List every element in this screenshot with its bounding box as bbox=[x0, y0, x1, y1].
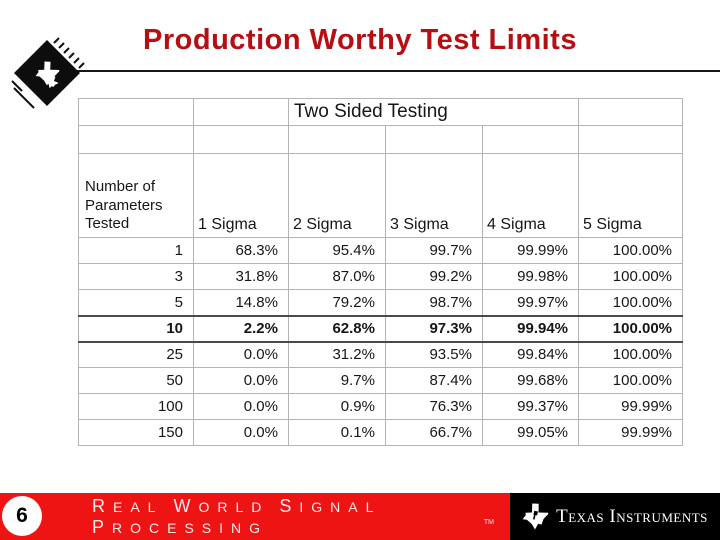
ti-logo-block: Texas Instruments bbox=[510, 493, 720, 540]
empty-cell bbox=[78, 125, 194, 154]
probability-cell: 100.00% bbox=[578, 341, 684, 368]
table-row-spacer bbox=[78, 125, 684, 154]
banner-text: REAL WORLD SIGNAL PROCESSING bbox=[92, 496, 492, 538]
probability-cell: 99.94% bbox=[481, 314, 580, 343]
empty-cell bbox=[78, 98, 194, 126]
table-row: 50 0.0% 9.7% 87.4% 99.68% 100.00% bbox=[78, 367, 684, 394]
empty-cell bbox=[481, 125, 580, 154]
test-limits-table: Two Sided Testing Number of Parameters T… bbox=[78, 98, 684, 446]
title-divider-line bbox=[55, 70, 720, 72]
probability-cell: 100.00% bbox=[578, 367, 684, 394]
probability-cell: 97.3% bbox=[385, 314, 483, 343]
table-row: 100 0.0% 0.9% 76.3% 99.37% 99.99% bbox=[78, 393, 684, 420]
empty-cell bbox=[578, 98, 684, 126]
probability-cell: 31.8% bbox=[193, 263, 289, 290]
probability-cell: 0.0% bbox=[193, 367, 289, 394]
probability-cell: 99.68% bbox=[481, 367, 580, 394]
probability-cell: 66.7% bbox=[385, 419, 483, 446]
probability-cell: 100.00% bbox=[578, 314, 684, 343]
probability-cell: 93.5% bbox=[385, 341, 483, 368]
sigma-header-3: 3 Sigma bbox=[385, 153, 483, 238]
banner-word: SIGNAL bbox=[279, 495, 382, 516]
table-row: 25 0.0% 31.2% 93.5% 99.84% 100.00% bbox=[78, 341, 684, 368]
table-row: 10 2.2% 62.8% 97.3% 99.94% 100.00% bbox=[78, 314, 684, 343]
sigma-header-1: 1 Sigma bbox=[193, 153, 289, 238]
empty-cell bbox=[385, 125, 483, 154]
probability-cell: 99.37% bbox=[481, 393, 580, 420]
probability-cell: 31.2% bbox=[288, 341, 386, 368]
probability-cell: 99.98% bbox=[481, 263, 580, 290]
sigma-header-5: 5 Sigma bbox=[578, 153, 684, 238]
probability-cell: 0.0% bbox=[193, 419, 289, 446]
probability-cell: 87.0% bbox=[288, 263, 386, 290]
table-row: 1 68.3% 95.4% 99.7% 99.99% 100.00% bbox=[78, 237, 684, 264]
table-row-column-headers: Number of Parameters Tested 1 Sigma 2 Si… bbox=[78, 153, 684, 238]
rwsp-banner: REAL WORLD SIGNAL PROCESSING TM bbox=[92, 493, 502, 540]
probability-cell: 0.0% bbox=[193, 341, 289, 368]
probability-cell: 100.00% bbox=[578, 263, 684, 290]
empty-cell bbox=[193, 98, 289, 126]
sigma-header-4: 4 Sigma bbox=[481, 153, 580, 238]
brand-wordmark: Texas Instruments bbox=[556, 505, 708, 527]
probability-cell: 99.2% bbox=[385, 263, 483, 290]
table-row: 5 14.8% 79.2% 98.7% 99.97% 100.00% bbox=[78, 289, 684, 316]
texas-instruments-logo bbox=[522, 503, 549, 530]
probability-cell: 76.3% bbox=[385, 393, 483, 420]
probability-cell: 99.99% bbox=[578, 419, 684, 446]
page-title: Production Worthy Test Limits bbox=[143, 24, 577, 56]
probability-cell: 68.3% bbox=[193, 237, 289, 264]
param-count-cell: 5 bbox=[78, 289, 194, 316]
parameters-tested-header: Number of Parameters Tested bbox=[78, 153, 194, 238]
empty-cell bbox=[288, 125, 386, 154]
table-row: 150 0.0% 0.1% 66.7% 99.05% 99.99% bbox=[78, 419, 684, 446]
probability-cell: 2.2% bbox=[193, 314, 289, 343]
slide-number: 6 bbox=[16, 504, 28, 527]
slide-number-badge: 6 bbox=[2, 496, 42, 536]
table-row-top-header: Two Sided Testing bbox=[78, 98, 684, 126]
probability-cell: 100.00% bbox=[578, 289, 684, 316]
probability-cell: 99.84% bbox=[481, 341, 580, 368]
empty-cell bbox=[193, 125, 289, 154]
probability-cell: 79.2% bbox=[288, 289, 386, 316]
probability-cell: 99.97% bbox=[481, 289, 580, 316]
banner-word: WORLD bbox=[173, 495, 270, 516]
probability-cell: 0.0% bbox=[193, 393, 289, 420]
two-sided-testing-header: Two Sided Testing bbox=[287, 98, 580, 126]
param-count-cell: 150 bbox=[78, 419, 194, 446]
probability-cell: 14.8% bbox=[193, 289, 289, 316]
empty-cell bbox=[578, 125, 684, 154]
probability-cell: 98.7% bbox=[385, 289, 483, 316]
probability-cell: 87.4% bbox=[385, 367, 483, 394]
probability-cell: 99.05% bbox=[481, 419, 580, 446]
probability-cell: 99.99% bbox=[578, 393, 684, 420]
probability-cell: 0.9% bbox=[288, 393, 386, 420]
param-count-cell: 50 bbox=[78, 367, 194, 394]
param-count-cell: 10 bbox=[78, 314, 194, 343]
probability-cell: 62.8% bbox=[288, 314, 386, 343]
probability-cell: 100.00% bbox=[578, 237, 684, 264]
banner-word: REAL bbox=[92, 495, 164, 516]
probability-cell: 95.4% bbox=[288, 237, 386, 264]
param-count-cell: 25 bbox=[78, 341, 194, 368]
param-count-cell: 1 bbox=[78, 237, 194, 264]
ti-chip-icon bbox=[2, 26, 94, 122]
param-count-cell: 100 bbox=[78, 393, 194, 420]
param-count-cell: 3 bbox=[78, 263, 194, 290]
probability-cell: 9.7% bbox=[288, 367, 386, 394]
banner-word: PROCESSING bbox=[92, 516, 269, 537]
trademark-symbol: TM bbox=[483, 519, 494, 526]
probability-cell: 99.99% bbox=[481, 237, 580, 264]
table-row: 3 31.8% 87.0% 99.2% 99.98% 100.00% bbox=[78, 263, 684, 290]
sigma-header-2: 2 Sigma bbox=[288, 153, 386, 238]
probability-cell: 0.1% bbox=[288, 419, 386, 446]
probability-cell: 99.7% bbox=[385, 237, 483, 264]
